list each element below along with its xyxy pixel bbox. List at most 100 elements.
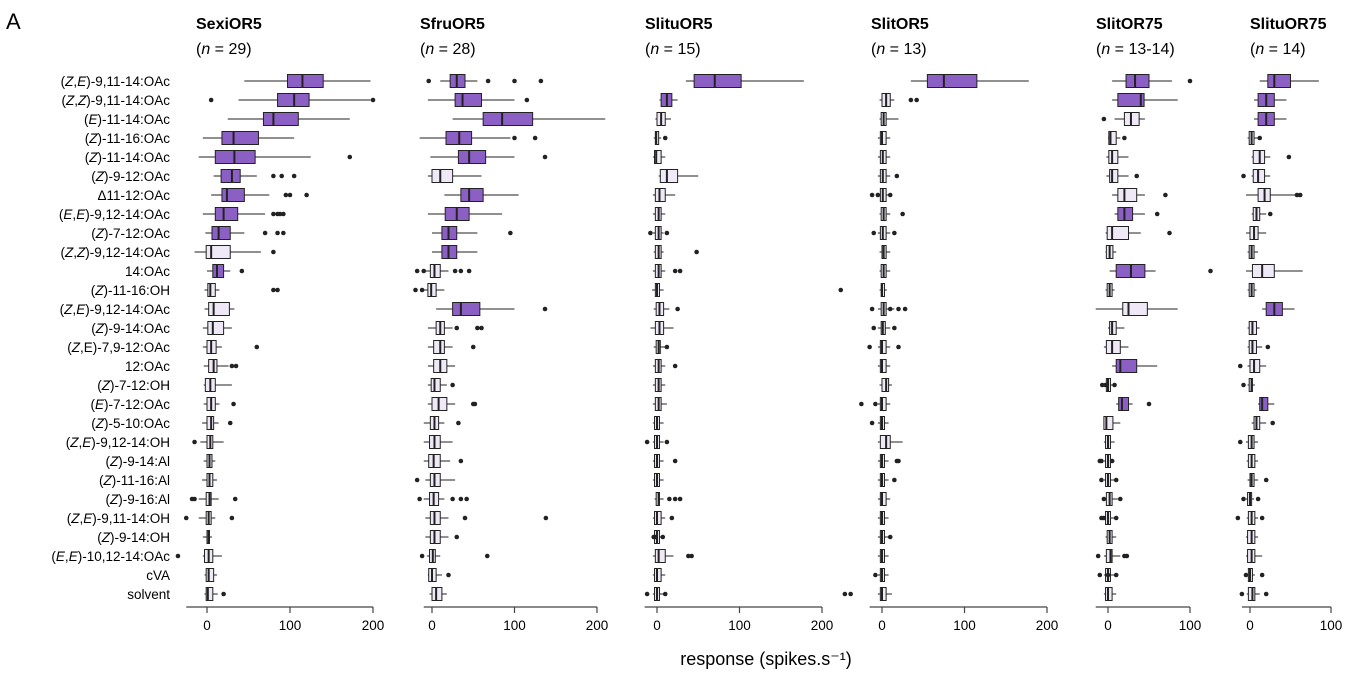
box-(Z,E)-9,11-14:OH xyxy=(425,511,549,525)
outlier-point xyxy=(543,515,549,521)
outlier-point xyxy=(677,496,683,502)
box-iqr xyxy=(205,568,215,582)
outlier-point xyxy=(894,173,900,179)
outlier-point xyxy=(1241,382,1246,388)
box-(Z)-11-16:OH xyxy=(838,283,887,297)
box-(E,E)-10,12-14:OAc xyxy=(175,549,222,563)
box-(Z,Z)-9,12-14:OAc xyxy=(1247,245,1259,259)
outlier-point xyxy=(675,306,680,312)
outlier-point xyxy=(1112,382,1117,388)
box-iqr xyxy=(1103,416,1114,430)
outlier-point xyxy=(1113,515,1119,521)
box-(E,E)-9,12-14:OAc xyxy=(202,207,286,221)
box-(Z,E)-9,11-14:OH xyxy=(877,511,889,525)
box-iqr xyxy=(879,492,887,506)
box-iqr xyxy=(654,549,666,563)
outlier-point xyxy=(869,306,875,312)
outlier-point xyxy=(458,268,464,274)
outlier-point xyxy=(664,230,670,236)
outlier-point xyxy=(542,306,548,312)
outlier-point xyxy=(689,553,694,559)
outlier-point xyxy=(271,287,276,293)
box-(Z)-9-14:OAc xyxy=(871,321,897,335)
box-(Z,Z)-9,12-14:OAc xyxy=(879,245,891,259)
box-(Z,E)-9,11-14:OH xyxy=(652,511,675,525)
x-tick-label: 100 xyxy=(503,618,526,633)
box-(Z,Z)-9,12-14:OAc xyxy=(432,245,478,259)
outlier-point xyxy=(892,230,897,236)
panel-letter: A xyxy=(6,9,21,34)
outlier-point xyxy=(454,534,460,540)
outlier-point xyxy=(508,230,513,236)
outlier-point xyxy=(347,154,353,160)
outlier-point xyxy=(908,97,914,103)
box-(Z)-7-12:OAc xyxy=(648,226,670,240)
box-(Z,Z)-9,11-14:OAc xyxy=(879,93,919,107)
box-iqr xyxy=(879,131,887,145)
outlier-point xyxy=(1259,572,1265,578)
box-iqr xyxy=(1109,169,1119,183)
outlier-point xyxy=(475,325,480,331)
outlier-point xyxy=(869,420,875,426)
box-iqr xyxy=(879,587,887,601)
box-cVA xyxy=(1243,568,1265,582)
outlier-point xyxy=(1154,211,1160,217)
box-12:OAc xyxy=(203,359,239,373)
outlier-point xyxy=(900,211,905,217)
category-label: (Z)-11-16:OH xyxy=(91,283,170,298)
box-(E)-7-12:OAc xyxy=(427,397,478,411)
x-tick-label: 100 xyxy=(953,618,976,633)
outlier-point xyxy=(233,363,239,369)
outlier-point xyxy=(532,135,538,141)
box-(Z)-11-14:OAc xyxy=(1251,150,1292,164)
outlier-point xyxy=(648,230,653,236)
box-(Z)-11-16:Al xyxy=(1099,473,1119,487)
box-iqr xyxy=(1259,397,1269,411)
outlier-point xyxy=(1101,116,1107,122)
outlier-point xyxy=(283,192,289,198)
box-12:OAc xyxy=(1112,359,1158,373)
panels: SexiOR5 (n = 29) 0 100 200 SfruOR5 (n = 28) 0 10… xyxy=(175,16,1342,633)
box-iqr xyxy=(879,340,887,354)
box-(Z)-11-16:Al xyxy=(414,473,456,487)
box-iqr xyxy=(207,283,216,297)
outlier-point xyxy=(208,97,214,103)
box-(Z)-11-16:OH xyxy=(413,283,445,297)
outlier-point xyxy=(672,496,678,502)
x-tick-label: 0 xyxy=(1246,618,1254,633)
outlier-point xyxy=(867,344,872,350)
outlier-point xyxy=(1243,572,1249,578)
outlier-point xyxy=(419,287,425,293)
category-label: (Z)-9-14:OAc xyxy=(91,321,170,336)
box-iqr xyxy=(879,397,887,411)
outlier-point xyxy=(454,325,460,331)
panel-slitor5: SlitOR5 (n = 13) 0 100 200 xyxy=(838,16,1058,633)
box-(Z)-9-14:OH xyxy=(877,530,893,544)
panel-n-label: (n = 29) xyxy=(196,41,252,58)
panel-sfruor5: SfruOR5 (n = 28) 0 100 200 xyxy=(413,16,608,633)
box-iqr xyxy=(454,93,483,107)
outlier-point xyxy=(183,515,189,521)
box-14:OAc xyxy=(652,264,683,278)
box-(E,E)-10,12-14:OAc xyxy=(1095,549,1130,563)
box-iqr xyxy=(1105,549,1113,563)
box-(Z,E)-9,11-14:OAc xyxy=(1259,74,1319,88)
box-iqr xyxy=(452,302,481,316)
x-tick-label: 100 xyxy=(728,618,751,633)
category-label: (E)-11-14:OAc xyxy=(84,112,170,127)
outlier-point xyxy=(1241,173,1246,179)
box-12:OAc xyxy=(1237,359,1267,373)
category-label: (Z)-11-16:Al xyxy=(99,473,170,488)
outlier-point xyxy=(838,287,844,293)
outlier-point xyxy=(414,477,420,483)
box-(Z,E)-9,11-14:OAc xyxy=(910,74,1029,88)
box-(Z)-11-16:OAc xyxy=(653,131,668,145)
outlier-point xyxy=(421,268,427,274)
box-(Z)-9-12:OAc xyxy=(1241,169,1271,183)
outlier-point xyxy=(287,192,293,198)
box-(Z)-9-14:OAc xyxy=(650,321,674,335)
box-iqr xyxy=(659,169,679,183)
category-label: (Z)-7-12:OAc xyxy=(91,226,170,241)
outlier-point xyxy=(1241,496,1246,502)
category-label: (Z,E)-9,11-14:OAc xyxy=(61,74,171,89)
